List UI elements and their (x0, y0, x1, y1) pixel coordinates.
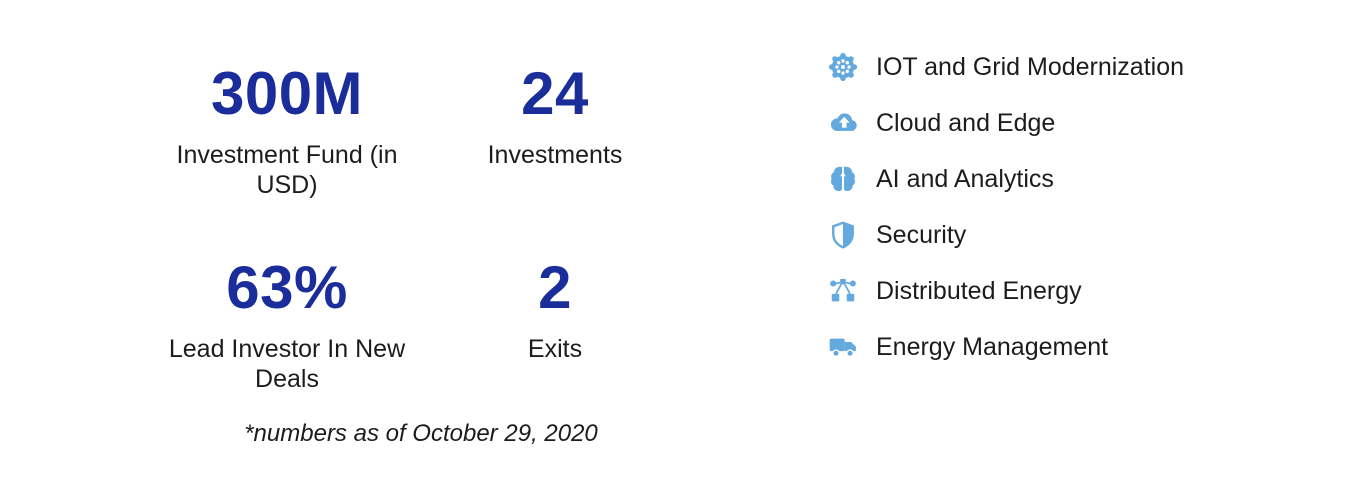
stat-exits: 2 Exits (395, 254, 715, 364)
stat-label: Investments (487, 141, 623, 169)
list-item-iot-grid: IOT and Grid Modernization (828, 52, 1184, 82)
stat-value: 2 (538, 254, 572, 321)
stat-label: Exits (527, 335, 583, 363)
iot-gear-icon (828, 52, 858, 82)
list-item-label: Cloud and Edge (876, 108, 1056, 137)
stat-label: Investment Fund (in USD) (176, 141, 398, 199)
network-nodes-icon (828, 276, 858, 306)
focus-areas-list: IOT and Grid Modernization Cloud and Edg… (828, 52, 1184, 388)
list-item-label: AI and Analytics (876, 164, 1054, 193)
list-item-label: Energy Management (876, 332, 1109, 361)
list-item-security: Security (828, 220, 1184, 250)
footnote-date: *numbers as of October 29, 2020 (244, 420, 598, 447)
list-item-label: Distributed Energy (876, 276, 1082, 305)
cloud-upload-icon (828, 108, 858, 138)
stat-value: 300M (210, 60, 364, 127)
list-item-energy-management: Energy Management (828, 332, 1184, 362)
shield-icon (828, 220, 858, 250)
brain-icon (828, 164, 858, 194)
list-item-label: Security (876, 220, 967, 249)
truck-icon (828, 332, 858, 362)
list-item-label: IOT and Grid Modernization (876, 52, 1185, 81)
stat-value: 24 (521, 60, 589, 127)
list-item-distributed-energy: Distributed Energy (828, 276, 1184, 306)
stat-investments: 24 Investments (395, 60, 715, 170)
stat-investment-fund: 300M Investment Fund (in USD) (127, 60, 447, 200)
stat-value: 63% (226, 254, 348, 321)
list-item-ai-analytics: AI and Analytics (828, 164, 1184, 194)
stat-label: Lead Investor In New Deals (168, 335, 406, 393)
stat-lead-investor: 63% Lead Investor In New Deals (127, 254, 447, 394)
list-item-cloud-edge: Cloud and Edge (828, 108, 1184, 138)
